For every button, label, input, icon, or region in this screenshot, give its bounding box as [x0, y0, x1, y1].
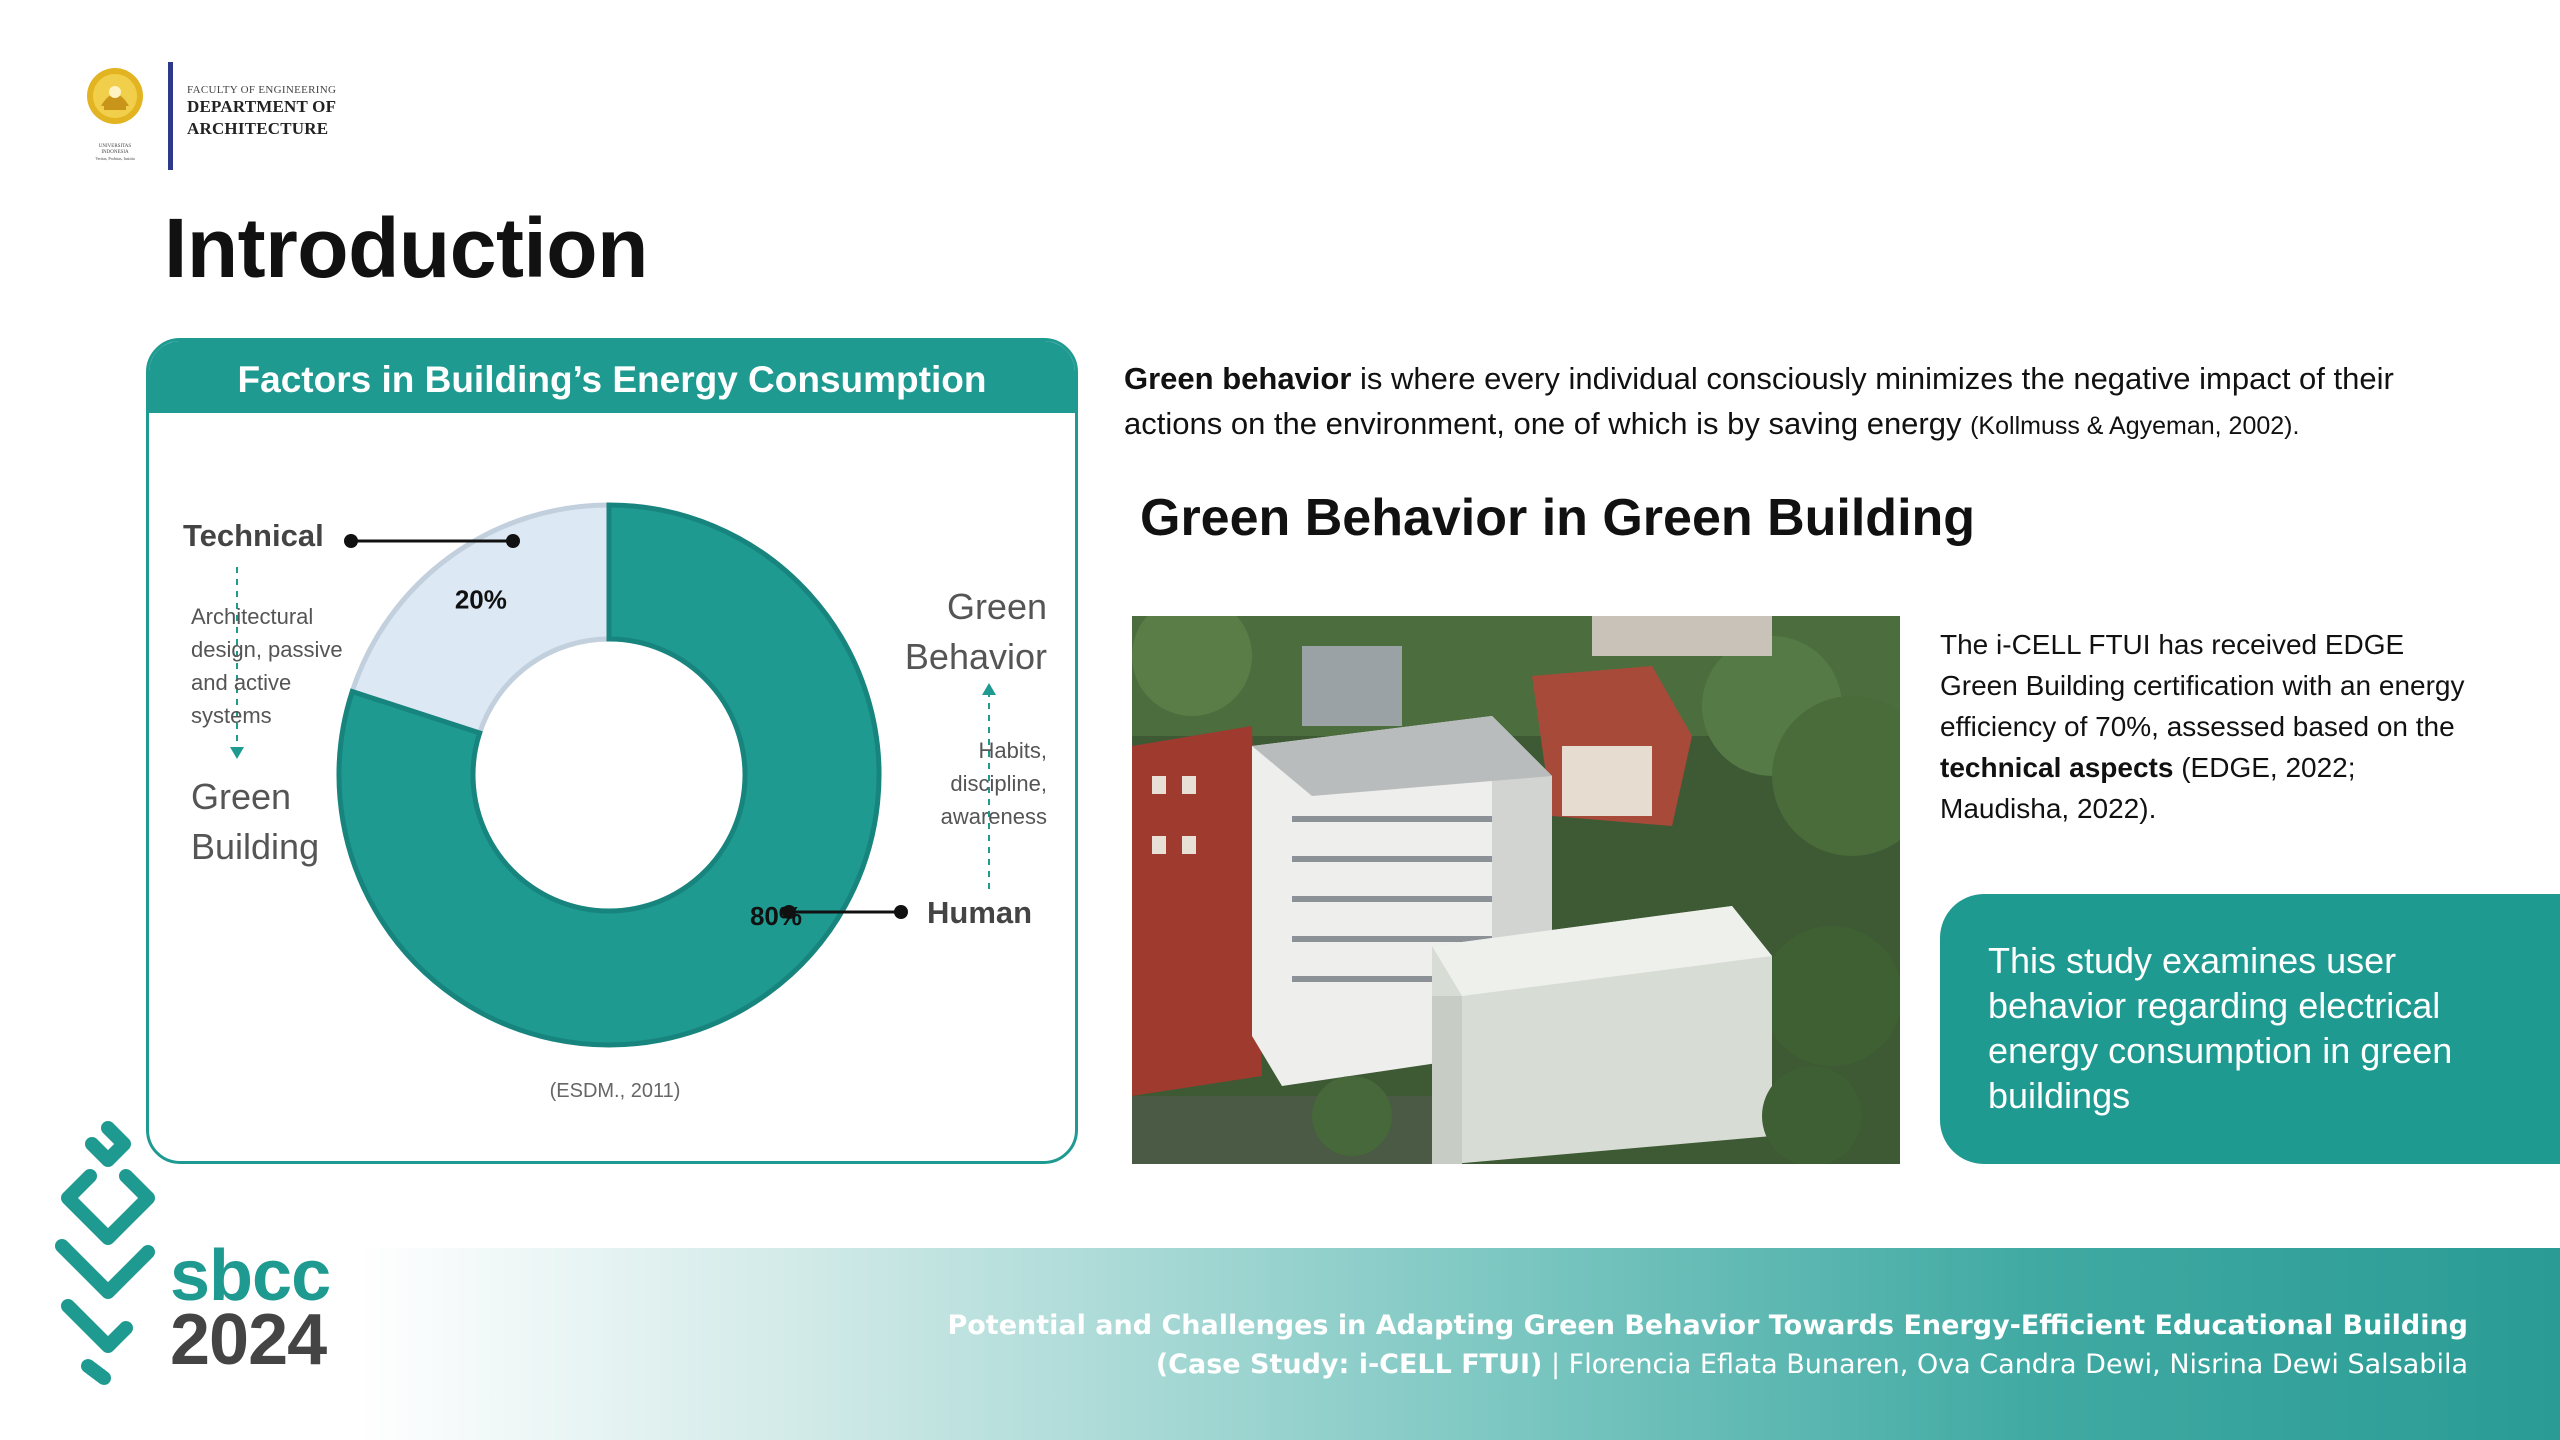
dept-line: ARCHITECTURE: [187, 119, 329, 138]
donut-value-label: 80%: [750, 901, 802, 931]
connector-dot: [894, 905, 908, 919]
human-desc-line: awareness: [941, 804, 1047, 829]
chart-card-title: Factors in Building’s Energy Consumption: [149, 341, 1075, 413]
sbcc-wordmark: sbcc 2024: [170, 1236, 331, 1380]
intro-body: is where every individual consciously mi…: [1124, 361, 2394, 441]
building-photo-image: [1132, 616, 1900, 1164]
connector-dot: [344, 534, 358, 548]
technical-desc-line: Architectural: [191, 604, 313, 629]
intro-bold-term: Green behavior: [1124, 361, 1352, 396]
dept-line: DEPARTMENT OF: [187, 97, 337, 116]
human-label: Human: [927, 895, 1032, 930]
donut-slice-technical: [349, 502, 612, 737]
university-seal: UNIVERSITAS INDONESIA Veritas, Probitas,…: [84, 62, 146, 170]
sbcc-logo: [48, 1116, 168, 1391]
page-title: Introduction: [164, 201, 648, 295]
faculty-label: FACULTY OF ENGINEERING: [187, 84, 337, 96]
footer-authors: | Florencia Eflata Bunaren, Ova Candra D…: [1542, 1349, 2468, 1380]
chart-card: Factors in Building’s Energy Consumption…: [146, 338, 1078, 1164]
green-building-label: Building: [191, 826, 319, 867]
human-desc-line: discipline,: [950, 771, 1047, 796]
seal-caption: UNIVERSITAS: [98, 144, 132, 149]
chart-source: (ESDM., 2011): [550, 1080, 681, 1102]
connector-dot: [782, 905, 796, 919]
technical-desc-line: systems: [191, 703, 272, 728]
intro-paragraph: Green behavior is where every individual…: [1124, 356, 2464, 449]
building-photo: [1132, 616, 1900, 1164]
seal-motto: Veritas, Probitas, Iustitia: [95, 156, 135, 161]
donut-slice-human: [336, 502, 882, 1048]
cert-bold: technical aspects: [1940, 752, 2174, 783]
logo-divider: [168, 62, 173, 170]
certification-text: The i-CELL FTUI has received EDGE Green …: [1940, 624, 2480, 829]
study-callout: This study examines user behavior regard…: [1940, 894, 2560, 1164]
sbcc-name: sbcc: [170, 1236, 331, 1316]
green-behavior-label: Behavior: [905, 636, 1047, 677]
green-behavior-label: Green: [947, 586, 1047, 627]
footer-citation: Potential and Challenges in Adapting Gre…: [947, 1306, 2468, 1384]
footer-title: Potential and Challenges in Adapting Gre…: [947, 1310, 2468, 1341]
header-logo: UNIVERSITAS INDONESIA Veritas, Probitas,…: [84, 62, 336, 170]
cert-body: The i-CELL FTUI has received EDGE Green …: [1940, 629, 2465, 742]
green-building-label: Green: [191, 776, 291, 817]
donut-chart: Technical Architectural design, passive …: [183, 502, 1047, 1102]
arrow-down-icon: [230, 747, 244, 759]
cert-citation: (EDGE, 2022; Maudisha, 2022).: [1940, 752, 2356, 824]
seal-icon: [87, 68, 143, 124]
technical-desc-line: and active: [191, 670, 291, 695]
connector-dot: [506, 534, 520, 548]
arrow-up-icon: [982, 683, 996, 695]
technical-desc-line: design, passive: [191, 637, 343, 662]
technical-label: Technical: [183, 518, 324, 553]
section-title: Green Behavior in Green Building: [1140, 489, 1976, 547]
seal-caption: INDONESIA: [101, 150, 129, 155]
footer-case-study: (Case Study: i-CELL FTUI): [1155, 1349, 1543, 1380]
sbcc-emblem-icon: [55, 1121, 155, 1385]
department-name: FACULTY OF ENGINEERING DEPARTMENT OF ARC…: [187, 62, 336, 140]
donut-value-label: 20%: [455, 585, 507, 615]
human-desc-line: Habits,: [979, 738, 1047, 763]
intro-citation: (Kollmuss & Agyeman, 2002).: [1970, 412, 2300, 440]
footer-band: [0, 1248, 2560, 1440]
sbcc-year: 2024: [170, 1300, 327, 1380]
